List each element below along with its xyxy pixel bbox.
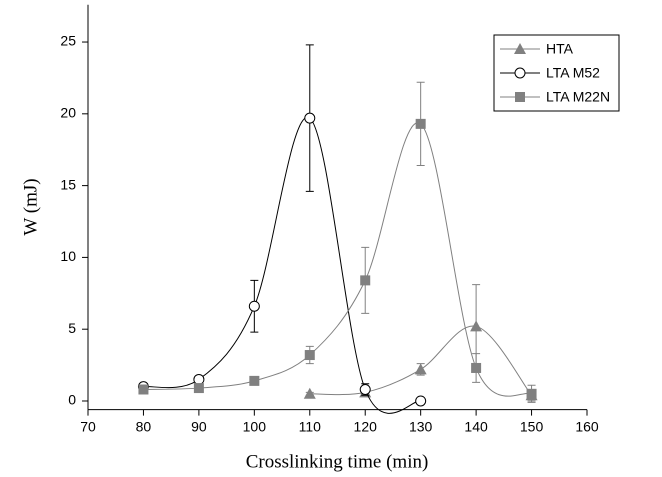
y-tick-label: 20 <box>60 105 76 121</box>
data-point <box>248 300 260 312</box>
x-tick-label: 150 <box>520 418 544 434</box>
data-point <box>471 362 482 373</box>
data-point <box>193 383 204 394</box>
x-tick-label: 90 <box>191 418 207 434</box>
y-tick-label: 10 <box>60 248 76 264</box>
legend-label: HTA <box>546 41 574 57</box>
y-axis-title: W (mJ) <box>20 178 41 235</box>
y-tick-label: 25 <box>60 33 76 49</box>
x-tick-label: 110 <box>299 418 322 434</box>
x-axis-title: Crosslinking time (min) <box>246 451 429 472</box>
x-tick-label: 160 <box>575 418 599 434</box>
data-point <box>470 320 483 332</box>
data-point <box>303 387 316 399</box>
data-point <box>415 395 427 407</box>
data-point <box>138 384 149 395</box>
data-point <box>304 112 316 124</box>
x-tick-label: 80 <box>136 418 152 434</box>
x-tick-label: 70 <box>80 418 96 434</box>
y-tick-label: 5 <box>68 320 76 336</box>
data-point <box>304 350 315 361</box>
data-point <box>526 388 537 399</box>
data-point <box>414 363 427 375</box>
legend-marker <box>514 43 526 54</box>
legend-marker <box>514 67 526 79</box>
data-point <box>415 118 426 129</box>
legend-label: LTA M22N <box>546 89 610 105</box>
x-tick-label: 140 <box>464 418 488 434</box>
legend-marker <box>515 92 525 102</box>
series-line <box>143 116 421 414</box>
data-point <box>249 375 260 386</box>
series-line <box>309 325 532 396</box>
x-tick-label: 100 <box>243 418 267 434</box>
y-tick-label: 15 <box>60 176 76 192</box>
series-line <box>143 122 532 397</box>
y-tick-label: 0 <box>68 392 76 408</box>
x-tick-label: 130 <box>409 418 433 434</box>
data-point <box>193 373 205 385</box>
x-tick-label: 120 <box>354 418 378 434</box>
data-point <box>359 383 371 395</box>
data-point <box>360 275 371 286</box>
legend-label: LTA M52 <box>546 65 600 81</box>
